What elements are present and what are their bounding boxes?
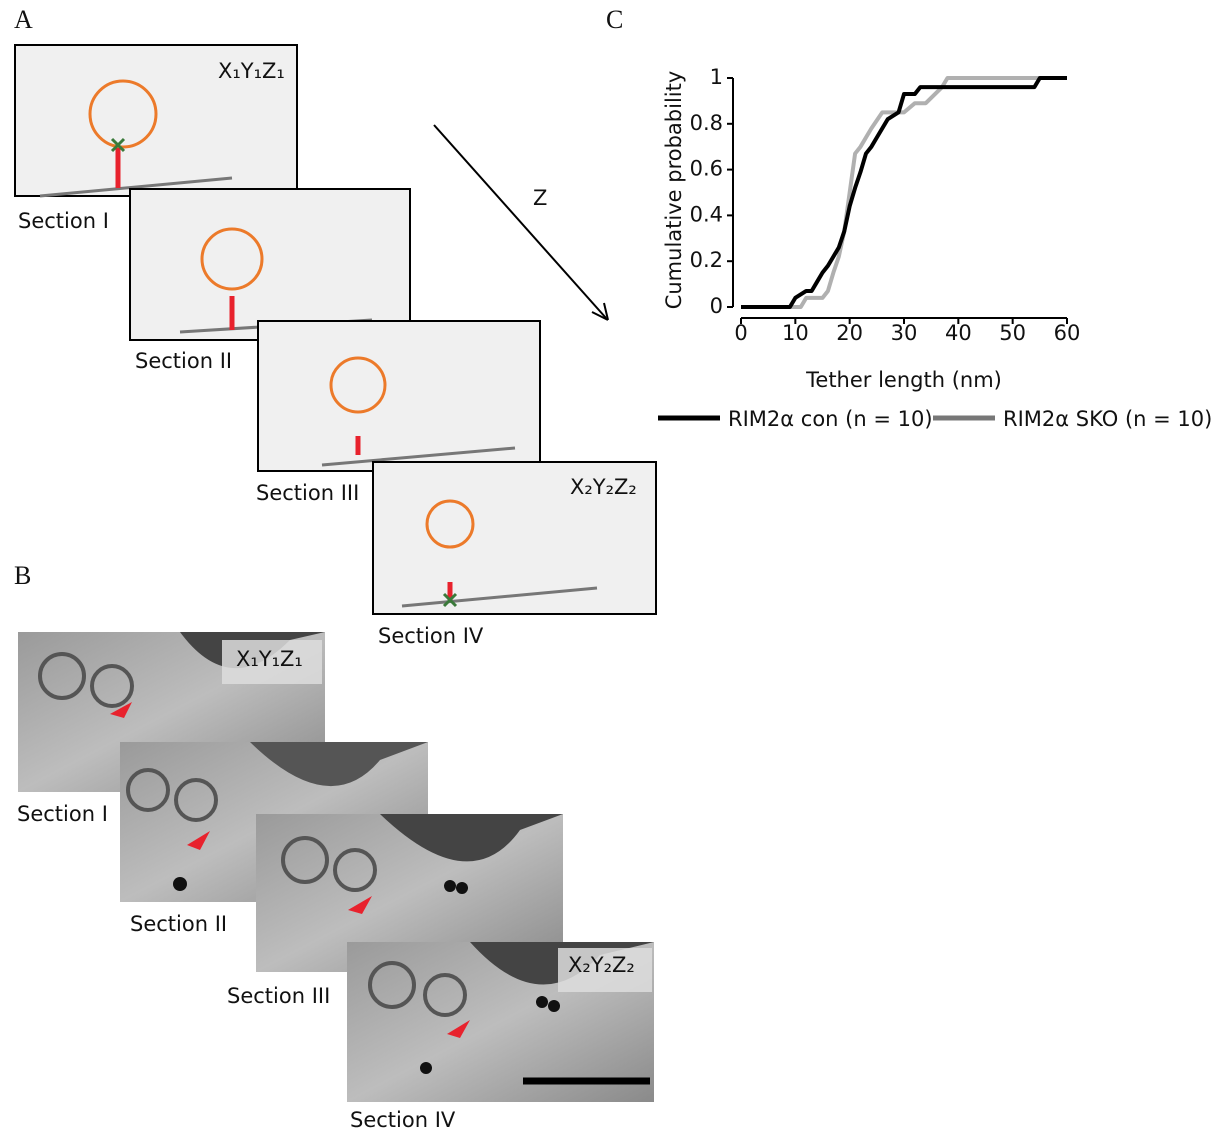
z-arrowhead [591,302,609,321]
section-label: Section III [256,481,359,505]
membrane [401,586,598,608]
x-tick-label: 20 [836,321,863,345]
cdf-line [741,76,1067,309]
x-tick-label: 40 [945,321,972,345]
coords: X₁Y₁Z₁ [218,59,285,83]
y-tick-label: 0 [710,294,723,318]
coords: X₂Y₂Z₂ [568,953,635,977]
vesicle [88,79,158,149]
y-tick-label: 0.8 [690,111,723,135]
marker [110,137,126,153]
vesicle [200,227,264,291]
y-tick-label: 0.4 [690,202,723,226]
marker [442,592,458,608]
panel-label: C [606,5,623,34]
x-tick-label: 0 [734,321,747,345]
axis-label: Z [533,186,547,210]
schematic: X₁Y₁Z₁ Section I Section II Section III … [14,44,657,648]
x-tick-label: 30 [891,321,918,345]
section-label: Section II [130,912,227,936]
section-label: Section IV [378,624,484,648]
section-label: Section I [18,209,109,233]
legend-label: RIM2α SKO (n = 10) [1003,407,1212,431]
x-tick-label: 60 [1054,321,1081,345]
coords: X₂Y₂Z₂ [570,475,637,499]
micrograph: X₂Y₂Z₂ [347,942,654,1102]
vesicle [329,356,387,414]
micrographs: X₁Y₁Z₁ Section I Section II Section III … [17,632,654,1132]
legend-label: RIM2α con (n = 10) [728,407,933,431]
membrane [321,446,516,467]
section-box [257,320,541,472]
membrane [39,176,233,198]
x-tick-label: 50 [999,321,1026,345]
panel-label: B [14,561,31,590]
section-box [372,461,657,615]
x-axis-label: Tether length (nm) [805,368,1002,392]
y-tick-label: 0.2 [690,248,723,272]
x-tick-label: 10 [782,321,809,345]
y-tick-label: 0.6 [690,157,723,181]
y-axis-label: Cumulative probability [662,71,686,310]
section-label: Section IV [350,1108,456,1132]
cdf-line [741,76,1067,309]
coords: X₁Y₁Z₁ [236,647,303,671]
y-tick-label: 1 [710,65,723,89]
z-arrow [433,124,607,319]
section-label: Section III [227,984,330,1008]
panel-labels: A B C [14,5,623,590]
panel-label: A [14,5,33,34]
section-label: Section I [17,802,108,826]
vesicle [425,499,475,549]
section-box [129,188,411,341]
section-label: Section II [135,349,232,373]
